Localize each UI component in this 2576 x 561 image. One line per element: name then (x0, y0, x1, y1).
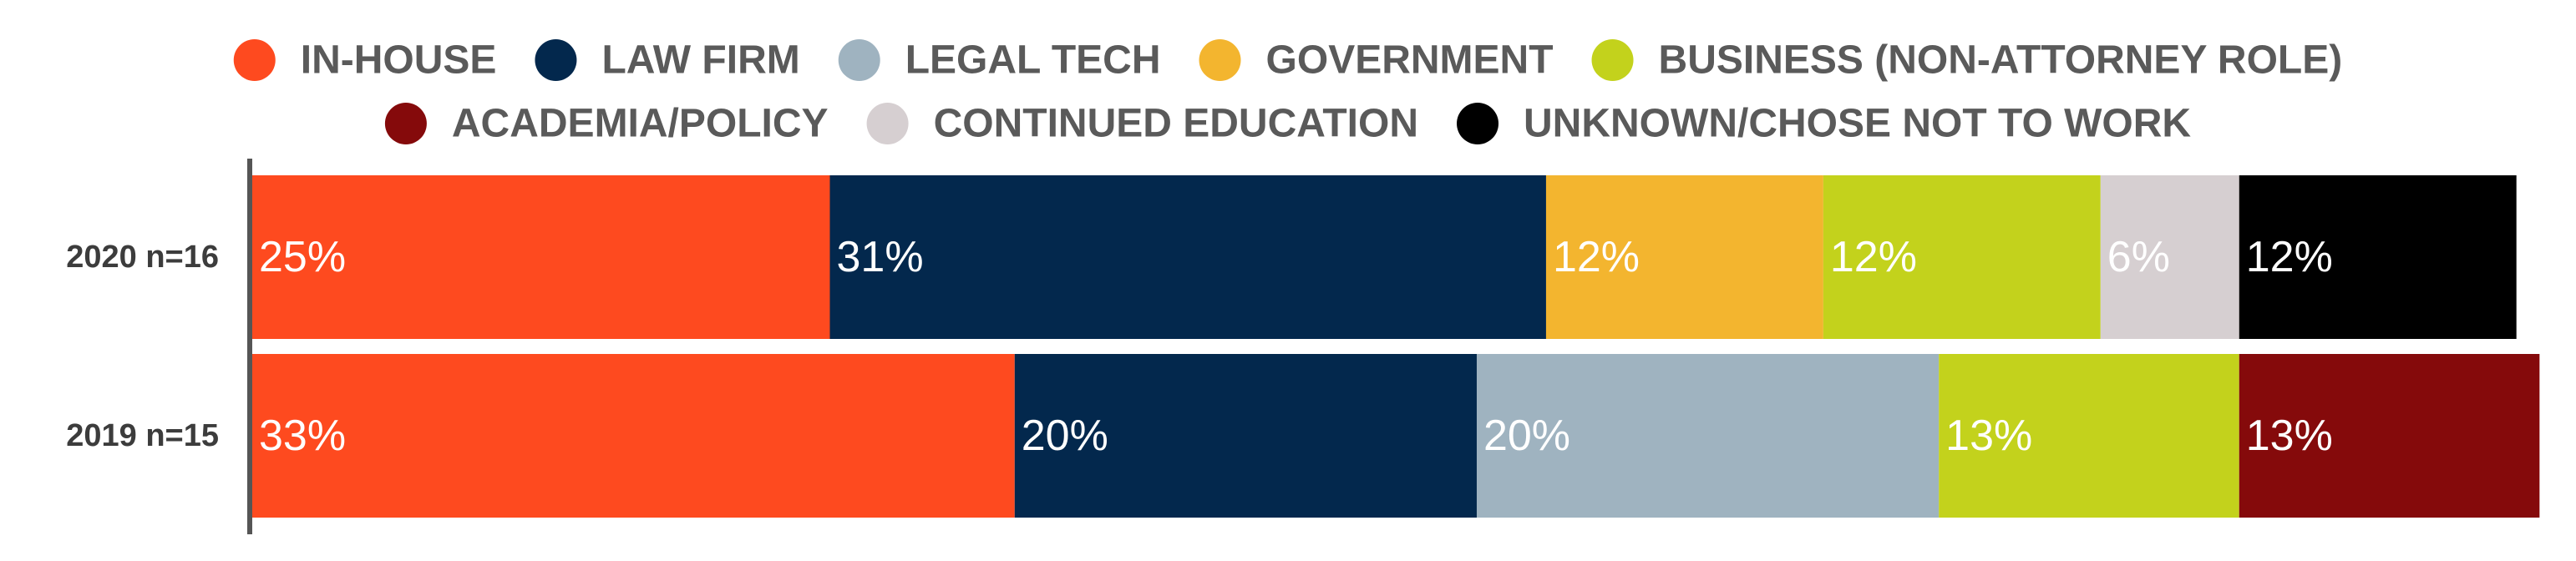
data-label: 12% (2246, 233, 2333, 281)
category-label: 2019 n=15 (66, 418, 219, 453)
data-label: 12% (1553, 233, 1640, 281)
legend-swatch (1457, 103, 1499, 144)
legend-label: LEGAL TECH (905, 38, 1161, 83)
legend-item-business-non-attorney-role: BUSINESS (NON-ATTORNEY ROLE) (1591, 38, 2343, 83)
legend-swatch (1591, 39, 1634, 81)
data-label: 25% (259, 233, 346, 281)
legend-swatch (384, 103, 427, 144)
legend-label: UNKNOWN/CHOSE NOT TO WORK (1524, 102, 2191, 146)
data-label: 13% (1945, 412, 2032, 460)
legend-swatch (535, 39, 577, 81)
bar-segment-government (1545, 175, 1823, 339)
legend-item-government: GOVERNMENT (1199, 38, 1554, 83)
legend: IN-HOUSE LAW FIRM LEGAL TECH GOVERNMENT BUSI… (233, 38, 2343, 146)
legend-item-law-firm: LAW FIRM (535, 38, 800, 83)
legend-label: IN-HOUSE (301, 38, 497, 83)
legend-label: GOVERNMENT (1266, 38, 1554, 83)
legend-label: LAW FIRM (601, 38, 799, 83)
bar-segment-business-non-attorney-role (1823, 175, 2101, 339)
data-label: 33% (259, 412, 346, 460)
data-label: 20% (1022, 412, 1108, 460)
data-label: 6% (2107, 233, 2170, 281)
plot-area: 2020 n=16 25% 31% 12% 12% 6% 12% 2019 n=15 33% 20… (66, 175, 2540, 518)
bar-segment-business-non-attorney-role (1939, 354, 2239, 518)
bar-segment-continued-education (2100, 175, 2239, 339)
bar-segment-in-house (252, 354, 1015, 518)
legend-swatch (1199, 39, 1241, 81)
legend-item-academia-policy: ACADEMIA/POLICY (384, 102, 829, 146)
data-label: 13% (2246, 412, 2333, 460)
legend-label: ACADEMIA/POLICY (452, 102, 829, 146)
data-label: 31% (837, 233, 924, 281)
legend-item-continued-education: CONTINUED EDUCATION (866, 102, 1418, 146)
data-label: 12% (1830, 233, 1917, 281)
legend-item-unknown-chose-not-to-work: UNKNOWN/CHOSE NOT TO WORK (1457, 102, 2191, 146)
legend-label: CONTINUED EDUCATION (934, 102, 1418, 146)
bar-segment-legal-tech (1476, 354, 1940, 518)
bar-segment-academia-policy (2239, 354, 2540, 518)
legend-item-legal-tech: LEGAL TECH (838, 38, 1161, 83)
legend-item-in-house: IN-HOUSE (233, 38, 497, 83)
legend-swatch (838, 39, 880, 81)
category-label: 2020 n=16 (66, 240, 219, 275)
legend-swatch (866, 103, 909, 144)
bar-segment-in-house (252, 175, 830, 339)
legend-label: BUSINESS (NON-ATTORNEY ROLE) (1659, 38, 2343, 83)
data-label: 20% (1483, 412, 1570, 460)
bar-segment-law-firm (1014, 354, 1477, 518)
legend-swatch (233, 39, 276, 81)
bar-segment-unknown-chose-not-to-work (2239, 175, 2517, 339)
bar-segment-law-firm (829, 175, 1546, 339)
